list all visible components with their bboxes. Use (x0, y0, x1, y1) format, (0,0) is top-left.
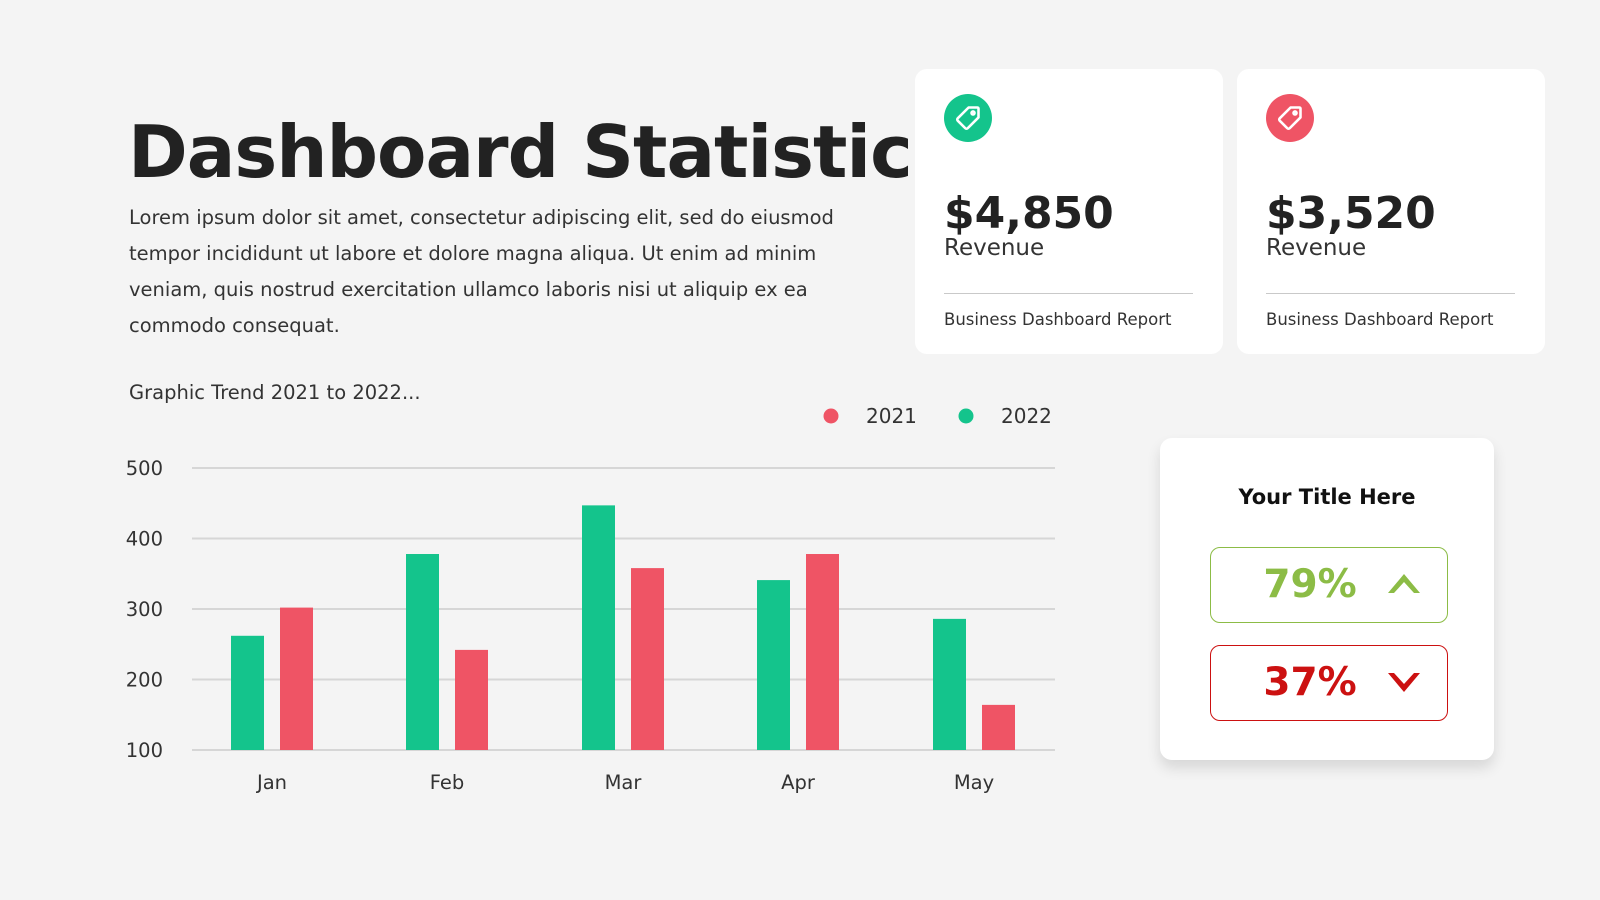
legend-label-2021: 2021 (866, 404, 917, 428)
y-tick-label: 300 (126, 598, 163, 621)
intro-text: Lorem ipsum dolor sit amet, consectetur … (129, 206, 834, 337)
revenue-card: $3,520 Revenue Business Dashboard Report (1237, 69, 1545, 354)
bar-2022-mar (582, 505, 615, 750)
stat-down-box: 37% (1210, 645, 1448, 721)
x-tick-label: Feb (430, 771, 465, 794)
y-tick-label: 400 (126, 528, 163, 551)
card-footer: Business Dashboard Report (1266, 310, 1494, 329)
x-tick-label: Mar (605, 771, 643, 794)
tag-icon (1266, 94, 1314, 142)
chart-subtitle: Graphic Trend 2021 to 2022... (129, 381, 421, 404)
bar-2021-mar (631, 568, 664, 750)
card-divider (1266, 293, 1515, 294)
y-tick-label: 100 (126, 739, 163, 762)
stat-up-value: 79% (1263, 562, 1357, 607)
revenue-value: $3,520 (1266, 188, 1436, 239)
bar-2021-apr (806, 554, 839, 750)
revenue-card: $4,850 Revenue Business Dashboard Report (915, 69, 1223, 354)
legend-dot-2022 (958, 408, 974, 424)
legend-label-2022: 2022 (1001, 404, 1052, 428)
bar-2022-apr (757, 580, 790, 750)
stats-title: Your Title Here (1238, 485, 1416, 509)
stats-card: Your Title Here 79% 37% (1160, 438, 1494, 760)
x-tick-label: Jan (255, 771, 287, 794)
revenue-label: Revenue (944, 235, 1045, 261)
tag-icon (944, 94, 992, 142)
card-footer: Business Dashboard Report (944, 310, 1172, 329)
x-tick-label: May (954, 771, 994, 794)
chevron-up-icon (1387, 572, 1421, 600)
bar-2022-jan (231, 635, 264, 750)
revenue-value: $4,850 (944, 188, 1114, 239)
bar-2021-may (982, 704, 1015, 750)
legend-dot-2021 (823, 408, 839, 424)
revenue-label: Revenue (1266, 235, 1367, 261)
bar-2021-jan (280, 607, 313, 750)
bar-2022-may (933, 618, 966, 750)
y-tick-label: 200 (126, 669, 163, 692)
stat-down-value: 37% (1263, 660, 1357, 705)
card-divider (944, 293, 1193, 294)
x-tick-label: Apr (781, 771, 816, 794)
y-tick-label: 500 (126, 457, 163, 480)
stat-up-box: 79% (1210, 547, 1448, 623)
bar-chart: 100 200 300 400 500 Jan Feb Mar Apr May 2021 2022 (126, 404, 1055, 794)
page-title: Dashboard Statistic (128, 110, 913, 194)
chevron-down-icon (1387, 670, 1421, 698)
bar-2022-feb (406, 554, 439, 750)
bar-2021-feb (455, 649, 488, 750)
